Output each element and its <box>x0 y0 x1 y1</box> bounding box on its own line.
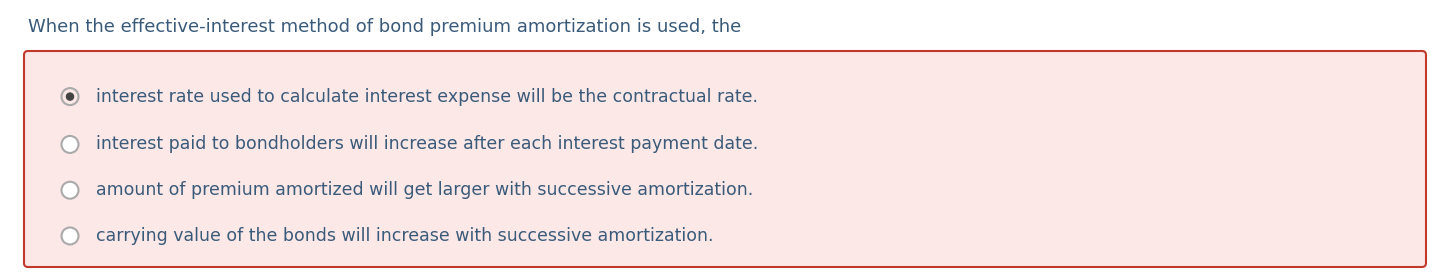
Circle shape <box>62 182 78 199</box>
Text: When the effective-interest method of bond premium amortization is used, the: When the effective-interest method of bo… <box>27 18 741 36</box>
FancyBboxPatch shape <box>25 51 1426 267</box>
Circle shape <box>62 227 78 245</box>
Text: interest rate used to calculate interest expense will be the contractual rate.: interest rate used to calculate interest… <box>97 88 758 106</box>
Text: interest paid to bondholders will increase after each interest payment date.: interest paid to bondholders will increa… <box>97 135 758 153</box>
Circle shape <box>66 92 74 101</box>
Circle shape <box>62 136 78 153</box>
Text: carrying value of the bonds will increase with successive amortization.: carrying value of the bonds will increas… <box>97 227 714 245</box>
Text: amount of premium amortized will get larger with successive amortization.: amount of premium amortized will get lar… <box>97 181 753 199</box>
